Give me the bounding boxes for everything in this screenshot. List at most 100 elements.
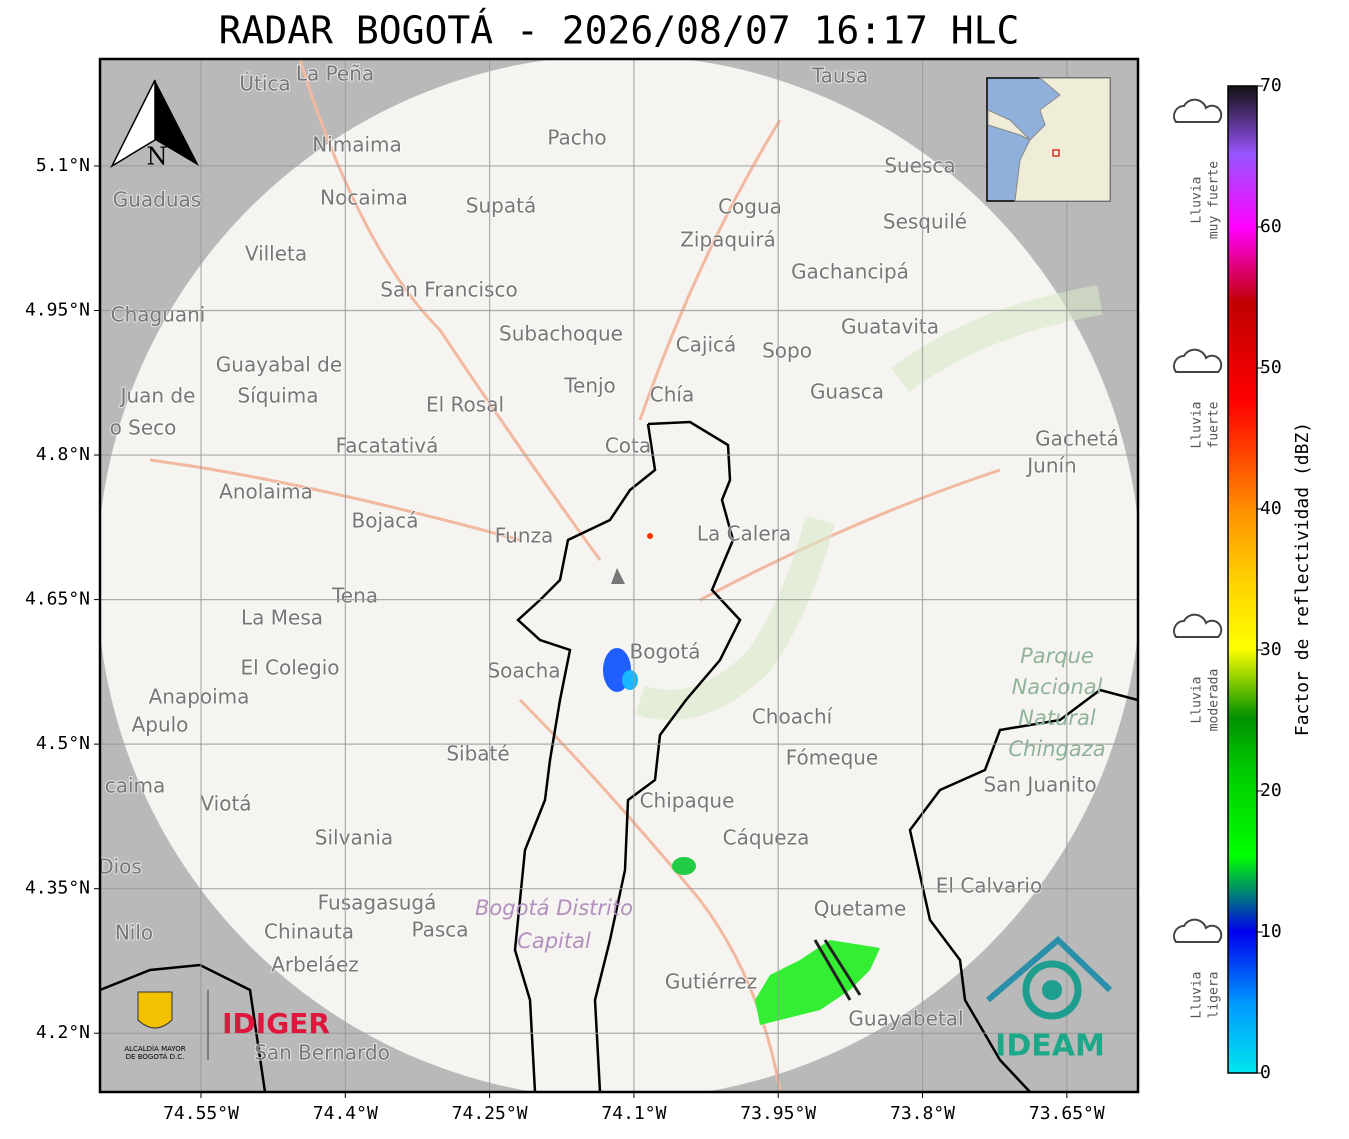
- park-label: Nacional: [1012, 675, 1103, 699]
- legend-label: Lluvia: [1190, 177, 1205, 224]
- place-label: Guayabetal: [848, 1007, 963, 1031]
- grid: [100, 59, 1138, 1092]
- place-label: Apulo: [132, 713, 189, 737]
- place-label: Viotá: [200, 792, 251, 816]
- place-label: La Calera: [697, 522, 791, 546]
- place-label: Nilo: [115, 921, 153, 945]
- place-label: Nocaima: [320, 186, 408, 210]
- place-label: Guaduas: [113, 188, 201, 212]
- place-label: San Juanito: [983, 773, 1096, 797]
- place-label: caima: [105, 774, 166, 798]
- roads: [149, 59, 1001, 1091]
- place-label: Cota: [605, 434, 651, 458]
- inset-map: [986, 77, 1111, 202]
- y-tick-label: 4.8°N: [36, 444, 90, 465]
- place-label: Choachí: [752, 705, 834, 729]
- place-label: Síquima: [238, 384, 319, 408]
- place-label: Guatavita: [841, 315, 939, 339]
- place-label: El Calvario: [936, 874, 1042, 898]
- place-label: Anapoima: [149, 685, 250, 709]
- cloud-icon: [1173, 918, 1223, 943]
- y-tick-label: 5.1°N: [36, 155, 90, 176]
- place-label: Cajicá: [676, 333, 737, 357]
- place-label: Guasca: [810, 380, 884, 404]
- place-label: Nimaima: [312, 133, 402, 157]
- x-tick-label: 74.4°W: [313, 1103, 378, 1124]
- x-tick-label: 73.95°W: [740, 1103, 816, 1124]
- place-label: Tausa: [811, 64, 869, 88]
- place-label: El Rosal: [426, 393, 504, 417]
- place-label: Sibaté: [446, 742, 509, 766]
- park-label: Natural: [1018, 706, 1096, 730]
- radar-site: [611, 568, 625, 584]
- legend-label: muy fuerte: [1207, 161, 1222, 239]
- district-label: Capital: [517, 929, 591, 953]
- place-label: Facatativá: [336, 434, 439, 458]
- place-label: Chaguani: [111, 303, 206, 327]
- place-label: Anolaima: [219, 480, 313, 504]
- y-tick-label: 4.2°N: [36, 1022, 90, 1043]
- place-label: Fusagasugá: [318, 891, 437, 915]
- place-label: Villeta: [245, 242, 307, 266]
- place-label: Zipaquirá: [680, 228, 776, 252]
- legend-label: Lluvia: [1190, 972, 1205, 1019]
- place-label: Pasca: [411, 918, 468, 942]
- north-arrow: N: [110, 79, 199, 171]
- colorbar-tick-label: 0: [1260, 1062, 1271, 1083]
- place-label: Gachetá: [1035, 427, 1119, 451]
- idiger-logo: IDIGER: [222, 1007, 330, 1040]
- place-label: Pacho: [547, 126, 606, 150]
- legend-label: fuerte: [1207, 401, 1222, 448]
- place-label: Soacha: [487, 659, 560, 683]
- colorbar-tick-label: 10: [1260, 921, 1282, 942]
- colorbar-tick-label: 60: [1260, 216, 1282, 237]
- place-label: Quetame: [814, 897, 907, 921]
- title: RADAR BOGOTÁ - 2026/08/07 16:17 HLC: [219, 9, 1020, 53]
- map: Útica La Peña Tausa Nimaima Pacho Guaduas Noca…: [100, 59, 1138, 1092]
- colorbar-label: Factor de reflectividad (dBZ): [1292, 422, 1313, 736]
- colorbar-ticks: 0 10 20 30 40 50 60 70: [1257, 75, 1282, 1083]
- park-label: Chingaza: [1008, 737, 1105, 761]
- place-label: Sesquilé: [883, 210, 967, 234]
- legend-label: ligera: [1207, 972, 1222, 1019]
- x-tick-label: 74.25°W: [452, 1103, 528, 1124]
- place-label: Junín: [1025, 454, 1076, 478]
- place-label: Funza: [495, 524, 554, 548]
- x-tick-label: 73.65°W: [1029, 1103, 1105, 1124]
- legend-label: Lluvia: [1190, 677, 1205, 724]
- colorbar-tick-label: 30: [1260, 639, 1282, 660]
- park-label: Parque: [1020, 644, 1094, 668]
- district-label: Bogotá Distrito: [475, 896, 633, 920]
- place-label: El Colegio: [240, 656, 339, 680]
- radar-echo: [755, 940, 880, 1025]
- place-label: La Peña: [296, 62, 374, 86]
- place-label: Útica: [239, 72, 290, 96]
- x-tick-label: 74.1°W: [601, 1103, 666, 1124]
- alcaldia-logo: ALCALDÍA MAYOR DE BOGOTÁ D.C. IDIGER: [124, 990, 330, 1061]
- alcaldia-text: ALCALDÍA MAYOR: [124, 1044, 185, 1053]
- ideam-logo: IDEAM: [986, 935, 1113, 1064]
- place-label: Chinauta: [264, 920, 354, 944]
- place-label: Supatá: [466, 194, 536, 218]
- x-tick-label: 73.8°W: [890, 1103, 955, 1124]
- y-tick-label: 4.5°N: [36, 733, 90, 754]
- place-label: Tena: [331, 584, 378, 608]
- place-label: Guayabal de: [216, 353, 342, 377]
- district-boundary: [513, 420, 742, 1092]
- place-label: Silvania: [315, 826, 393, 850]
- radar-echo-line: [813, 939, 862, 1001]
- radar-echo: [672, 857, 696, 875]
- forest: [635, 285, 1103, 720]
- place-label: Juan de: [119, 384, 196, 408]
- place-label: o Seco: [110, 416, 177, 440]
- place-label: Bojacá: [351, 509, 418, 533]
- place-label: Subachoque: [499, 322, 623, 346]
- colorbar: [1227, 85, 1258, 1074]
- place-labels: Útica La Peña Tausa Nimaima Pacho Guaduas Noca…: [100, 61, 1120, 1066]
- place-label: San Bernardo: [254, 1041, 390, 1065]
- colorbar-tick-label: 70: [1260, 75, 1282, 96]
- ideam-text: IDEAM: [995, 1029, 1105, 1064]
- place-label: Tenjo: [563, 374, 616, 398]
